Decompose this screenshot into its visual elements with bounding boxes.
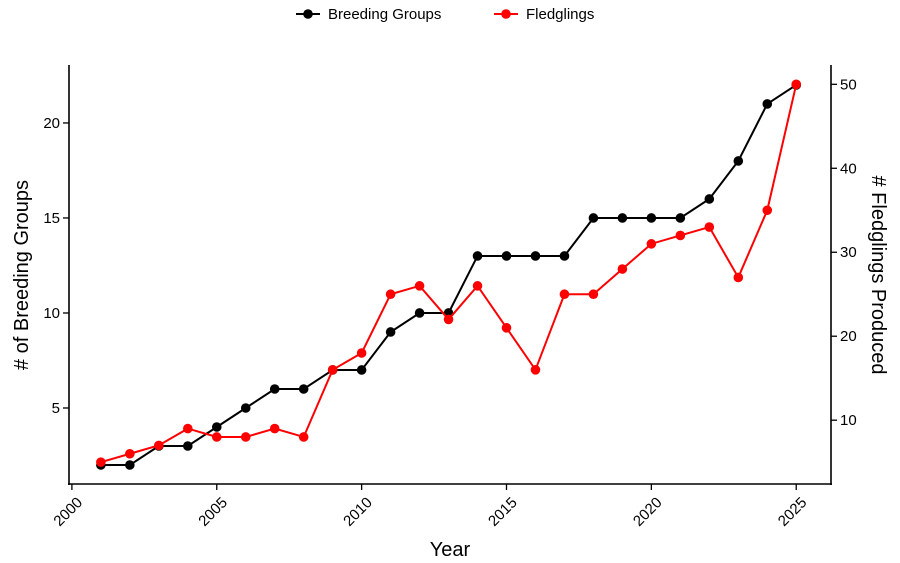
legend-key-point	[501, 9, 511, 19]
y-tick-label: 20	[43, 115, 60, 132]
data-point-1	[617, 213, 628, 223]
axes: 2000 2005 2010 2015 2020 20255101520102030405…	[43, 65, 857, 530]
y2-tick-label: 30	[840, 244, 857, 261]
data-point-2	[211, 432, 222, 442]
data-point-1	[588, 213, 599, 223]
data-point-2	[675, 230, 686, 241]
y2-tick-label: 40	[840, 160, 857, 177]
x-tick-label: 2010	[340, 494, 376, 530]
legend-key-point	[303, 9, 313, 19]
data-point-2	[96, 457, 106, 467]
data-point-2	[327, 365, 338, 375]
x-tick-label: 2020	[630, 494, 666, 530]
legend-label: Breeding Groups	[328, 6, 441, 23]
data-point-2	[414, 281, 425, 291]
data-point-1	[385, 327, 396, 337]
x-tick-label: 2005	[195, 494, 231, 530]
data-point-1	[240, 403, 251, 413]
data-point-2	[704, 222, 715, 232]
data-point-2	[762, 205, 773, 216]
data-point-2	[269, 423, 280, 434]
data-point-2	[356, 348, 367, 358]
x-axis-label: Year	[430, 539, 471, 561]
series-line-1	[100, 84, 797, 466]
data-point-1	[356, 365, 367, 375]
y-tick-label: 10	[43, 305, 60, 322]
data-point-1	[530, 251, 541, 261]
data-point-1	[762, 99, 773, 109]
data-point-2	[501, 323, 512, 333]
data-point-1	[559, 251, 570, 261]
y2-tick-label: 20	[840, 328, 857, 345]
data-point-1	[269, 384, 280, 394]
y-axis-label: # of Breeding Groups	[11, 180, 33, 370]
x-tick-label: 2000	[50, 494, 86, 530]
data-point-2	[617, 264, 628, 274]
legend: Breeding Groups Fledglings	[296, 6, 594, 23]
data-point-1	[733, 156, 744, 166]
data-point-2	[646, 239, 657, 249]
data-point-1	[646, 213, 657, 223]
legend-label: Fledglings	[526, 6, 594, 23]
data-point-2	[530, 365, 541, 375]
data-point-2	[733, 272, 744, 283]
data-point-2	[559, 289, 570, 300]
data-point-1	[675, 213, 686, 223]
data-point-2	[588, 289, 599, 300]
data-point-2	[443, 314, 454, 325]
data-point-2	[240, 432, 251, 442]
series-line-2	[100, 84, 798, 464]
y2-tick-label: 10	[840, 412, 857, 429]
data-point-1	[182, 441, 193, 451]
data-point-2	[385, 289, 396, 300]
data-point-2	[182, 423, 193, 434]
y2-tick-label: 50	[840, 76, 857, 93]
data-point-2	[472, 281, 483, 291]
series-lines	[96, 79, 802, 470]
data-point-1	[125, 460, 135, 470]
data-point-1	[414, 308, 425, 318]
data-point-1	[298, 384, 309, 394]
y-tick-label: 15	[43, 210, 60, 227]
x-tick-label: 2015	[485, 494, 521, 530]
data-point-2	[791, 79, 802, 90]
data-point-2	[125, 448, 135, 459]
data-point-2	[154, 440, 164, 451]
y2-axis-label: # Fledglings Produced	[867, 175, 889, 374]
x-tick-label: 2025	[775, 494, 811, 530]
data-point-1	[472, 251, 483, 261]
data-point-2	[298, 432, 309, 442]
data-point-1	[501, 251, 512, 261]
y-tick-label: 5	[52, 400, 60, 417]
data-point-1	[704, 194, 715, 204]
data-point-1	[211, 422, 222, 432]
